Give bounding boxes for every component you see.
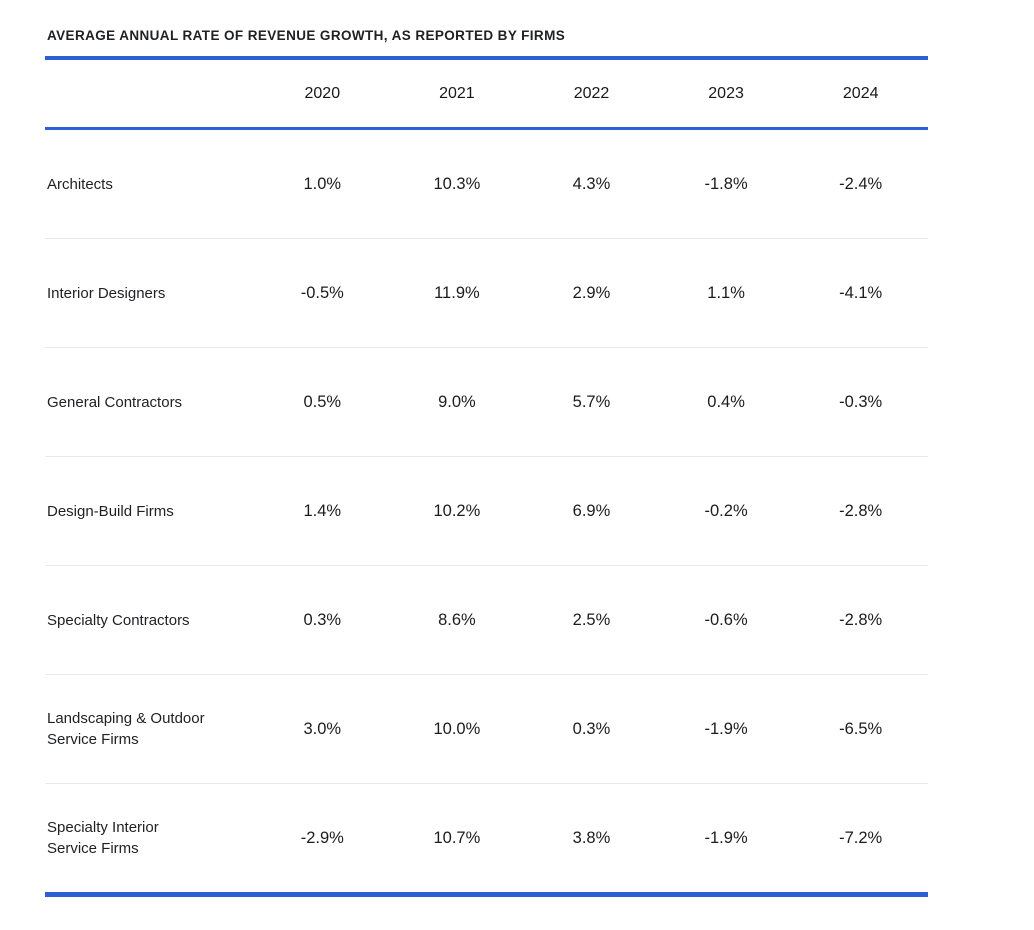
cell-value: 10.3% bbox=[389, 128, 525, 239]
revenue-growth-table: 2020 2021 2022 2023 2024 Architects 1.0% 10.3%… bbox=[45, 60, 928, 892]
cell-value: 10.2% bbox=[389, 456, 525, 566]
table-header: 2020 2021 2022 2023 2024 bbox=[45, 60, 928, 130]
bottom-rule bbox=[45, 892, 928, 897]
table-row: Specialty Contractors 0.3% 8.6% 2.5% -0.6% -2… bbox=[45, 565, 928, 675]
cell-value: 2.5% bbox=[524, 565, 659, 675]
year-header: 2022 bbox=[524, 60, 659, 130]
row-label: General Contractors bbox=[45, 347, 255, 457]
table-title: AVERAGE ANNUAL RATE OF REVENUE GROWTH, A… bbox=[47, 28, 566, 43]
top-rule bbox=[45, 56, 928, 60]
cell-value: -0.3% bbox=[793, 347, 928, 457]
cell-value: 10.0% bbox=[389, 674, 525, 784]
cell-value: 0.3% bbox=[524, 674, 659, 784]
cell-value: 11.9% bbox=[389, 238, 525, 348]
cell-value: -2.4% bbox=[793, 128, 928, 239]
cell-value: -2.9% bbox=[300, 828, 344, 847]
revenue-growth-report: AVERAGE ANNUAL RATE OF REVENUE GROWTH, A… bbox=[45, 0, 928, 897]
cell-value: -1.8% bbox=[658, 128, 794, 239]
cell-value: 6.9% bbox=[524, 456, 659, 566]
table-row: General Contractors 0.5% 9.0% 5.7% 0.4% -0.3% bbox=[45, 347, 928, 457]
cell-value: -2.8% bbox=[793, 456, 928, 566]
year-header: 2020 bbox=[255, 60, 390, 130]
cell-value: -0.2% bbox=[658, 456, 794, 566]
table-row: Interior Designers -0.5% 11.9% 2.9% 1.1% -4.1… bbox=[45, 238, 928, 348]
row-label: Specialty Interior Service Firms bbox=[47, 819, 159, 857]
cell-value: 3.0% bbox=[255, 674, 390, 784]
cell-value: 2.9% bbox=[524, 238, 659, 348]
cell-value: -1.9% bbox=[704, 828, 748, 847]
table-row: Specialty Interior Service Firms -2.9% 10.… bbox=[45, 784, 928, 893]
cell-value: 0.4% bbox=[658, 347, 794, 457]
row-label: Interior Designers bbox=[45, 238, 255, 348]
year-header: 2024 bbox=[793, 60, 928, 130]
table-row: Landscaping & Outdoor Service Firms 3.0% 1… bbox=[45, 674, 928, 784]
cell-value: 10.7% bbox=[433, 828, 481, 847]
cell-value: -7.2% bbox=[839, 828, 883, 847]
cell-value: 4.3% bbox=[524, 128, 659, 239]
header-empty-cell bbox=[45, 60, 255, 130]
cell-value: -2.8% bbox=[793, 565, 928, 675]
table-body: Architects 1.0% 10.3% 4.3% -1.8% -2.4% Interio… bbox=[45, 128, 928, 893]
row-label: Landscaping & Outdoor Service Firms bbox=[45, 674, 255, 784]
cell-value: 1.4% bbox=[255, 456, 390, 566]
cell-value: -0.6% bbox=[658, 565, 794, 675]
cell-value: 1.0% bbox=[255, 128, 390, 239]
cell-value: -0.5% bbox=[255, 238, 390, 348]
cell-value: 0.5% bbox=[255, 347, 390, 457]
cell-value: 0.3% bbox=[255, 565, 390, 675]
cell-value: 9.0% bbox=[389, 347, 525, 457]
table-row: Architects 1.0% 10.3% 4.3% -1.8% -2.4% bbox=[45, 128, 928, 239]
header-row: 2020 2021 2022 2023 2024 bbox=[45, 60, 928, 130]
row-label: Architects bbox=[45, 128, 255, 239]
cell-value: -4.1% bbox=[793, 238, 928, 348]
cell-value: 5.7% bbox=[524, 347, 659, 457]
cell-value: -1.9% bbox=[658, 674, 794, 784]
cell-value: -6.5% bbox=[793, 674, 928, 784]
year-header: 2021 bbox=[389, 60, 525, 130]
year-header: 2023 bbox=[658, 60, 794, 130]
cell-value: 8.6% bbox=[389, 565, 525, 675]
cell-value: 1.1% bbox=[658, 238, 794, 348]
row-label: Design-Build Firms bbox=[45, 456, 255, 566]
table-row: Design-Build Firms 1.4% 10.2% 6.9% -0.2% -2.8… bbox=[45, 456, 928, 566]
cell-value: 3.8% bbox=[572, 828, 611, 847]
row-label: Specialty Contractors bbox=[45, 565, 255, 675]
